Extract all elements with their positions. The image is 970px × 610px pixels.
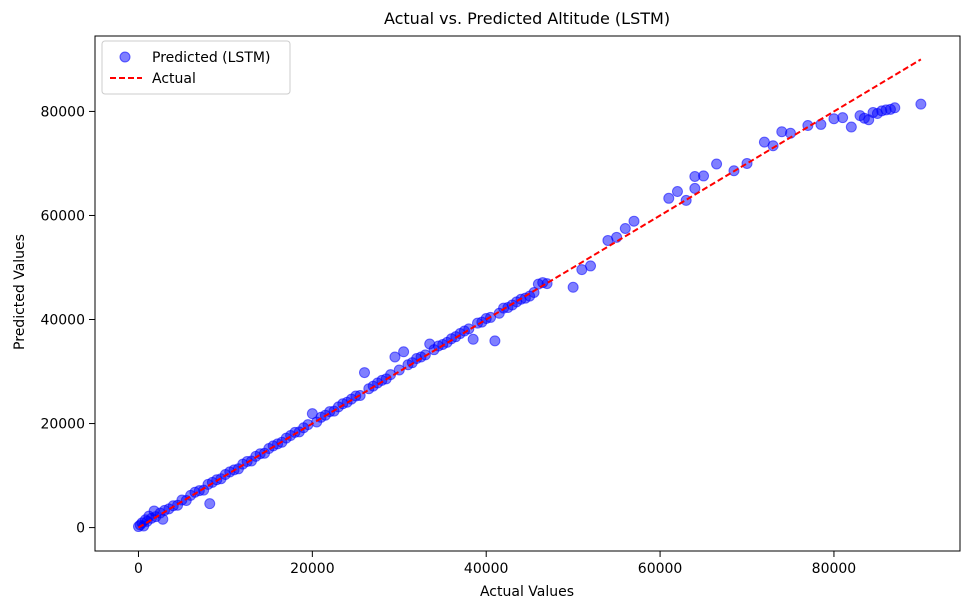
y-tick-label: 40000: [40, 313, 85, 329]
scatter-point: [671, 186, 683, 198]
scatter-point: [467, 333, 479, 345]
x-tick-label: 0: [134, 561, 143, 577]
scatter-point: [815, 118, 827, 130]
scatter-point: [398, 346, 410, 358]
scatter-points: [132, 98, 927, 533]
scatter-point: [567, 281, 579, 293]
scatter-point: [767, 140, 779, 152]
y-tick-label: 80000: [40, 104, 85, 120]
x-axis-label: Actual Values: [480, 584, 574, 600]
y-tick-label: 0: [76, 521, 85, 537]
x-tick-label: 80000: [812, 561, 857, 577]
y-tick-label: 60000: [40, 208, 85, 224]
plot-area: [132, 58, 927, 533]
scatter-point: [628, 215, 640, 227]
y-tick-label: 20000: [40, 417, 85, 433]
scatter-point: [837, 112, 849, 124]
scatter-point: [611, 231, 623, 243]
axes-frame: [94, 35, 961, 552]
scatter-point: [889, 102, 901, 114]
scatter-point: [204, 498, 216, 510]
chart-title: Actual vs. Predicted Altitude (LSTM): [384, 9, 670, 28]
scatter-point: [689, 182, 701, 194]
legend-label-actual: Actual: [152, 71, 196, 87]
legend-marker-predicted: [119, 51, 131, 63]
scatter-point: [358, 367, 370, 379]
scatter-point: [619, 222, 631, 234]
scatter-point: [389, 351, 401, 363]
x-tick-label: 40000: [464, 561, 509, 577]
scatter-point: [698, 170, 710, 182]
scatter-point: [489, 335, 501, 347]
legend: Predicted (LSTM) Actual: [101, 40, 291, 95]
y-axis-label: Predicted Values: [12, 234, 28, 350]
scatter-point: [845, 121, 857, 133]
scatter-point: [663, 192, 675, 204]
scatter-point: [585, 260, 597, 272]
scatter-point: [741, 157, 753, 169]
actual-line: [137, 58, 922, 529]
scatter-point: [711, 158, 723, 170]
x-tick-label: 60000: [638, 561, 683, 577]
legend-label-predicted: Predicted (LSTM): [152, 50, 270, 66]
scatter-point: [915, 98, 927, 110]
legend-box: [101, 40, 291, 95]
x-tick-label: 20000: [290, 561, 335, 577]
